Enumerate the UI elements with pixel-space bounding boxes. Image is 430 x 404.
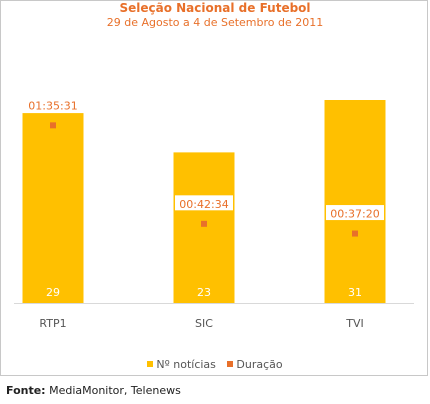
x-tick-label-tvi: TVI (345, 317, 364, 330)
bar-value-label-sic: 23 (197, 286, 211, 299)
bar-value-label-rtp1: 29 (46, 286, 60, 299)
duration-marker-tvi (352, 230, 358, 237)
bar-rtp1 (22, 113, 84, 303)
legend-label-noticias: Nº notícias (156, 358, 216, 371)
legend-label-duracao: Duração (236, 358, 283, 371)
legend-swatch-duracao (227, 361, 234, 367)
source-label: Fonte: (6, 384, 46, 397)
chart-title: Seleção Nacional de Futebol (119, 1, 311, 15)
duration-label-bg-tvi (326, 205, 384, 221)
bar-tvi (324, 100, 386, 303)
bar-value-label-tvi: 31 (348, 286, 362, 299)
duration-label-bg-sic (175, 195, 233, 211)
source-note: Fonte: MediaMonitor, Telenews (6, 384, 181, 397)
duration-label-sic: 00:42:34 (179, 198, 228, 211)
chart-subtitle: 29 de Agosto a 4 de Setembro de 2011 (106, 16, 324, 29)
duration-label-tvi: 00:37:20 (330, 208, 379, 221)
x-tick-label-sic: SIC (195, 317, 213, 330)
duration-label-bg-rtp1 (24, 96, 82, 112)
x-tick-label-rtp1: RTP1 (39, 317, 66, 330)
source-text: MediaMonitor, Telenews (45, 384, 181, 397)
legend-item-noticias: Nº notícias (147, 358, 216, 371)
legend-item-duracao: Duração (227, 358, 283, 371)
duration-marker-rtp1 (50, 122, 56, 129)
duration-label-rtp1: 01:35:31 (28, 99, 77, 112)
legend-swatch-noticias (147, 361, 154, 367)
chart-legend: Nº notícias Duração (0, 358, 430, 371)
duration-marker-sic (201, 220, 207, 227)
bar-sic (173, 152, 235, 303)
